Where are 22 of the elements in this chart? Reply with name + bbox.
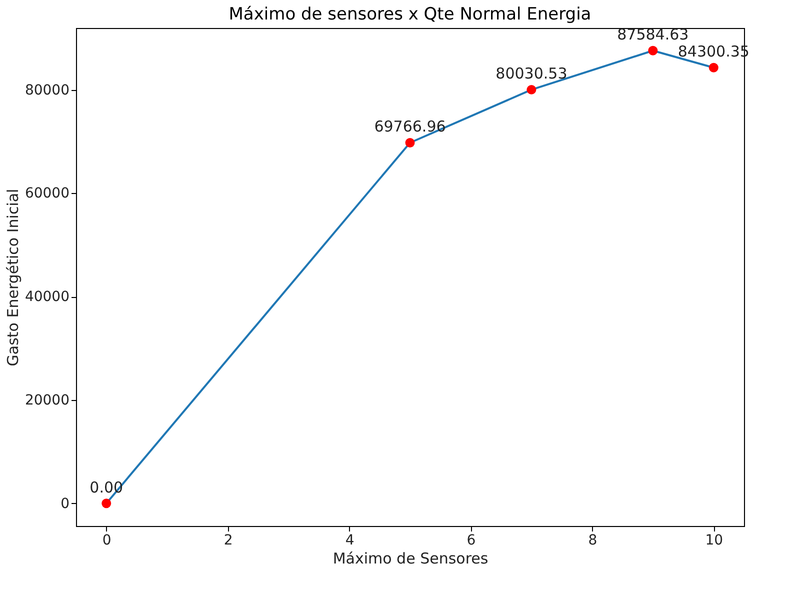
y-tick-label: 40000: [24, 289, 70, 306]
x-tick-label: 4: [345, 532, 354, 548]
point: [526, 84, 536, 94]
data-label: 80030.53: [496, 64, 568, 83]
x-axis-title: Máximo de Sensores: [332, 550, 488, 568]
x-tick-label: 2: [224, 532, 233, 548]
chart-title: Máximo de sensores x Qte Normal Energia: [228, 4, 592, 25]
point: [648, 46, 658, 56]
x-tick-label: 0: [102, 532, 112, 548]
y-tick-label: 0: [60, 496, 70, 512]
y-tick-label: 60000: [24, 186, 70, 202]
x-tick-label: 6: [466, 532, 476, 548]
x-tick-label: 10: [705, 532, 724, 548]
point: [102, 498, 112, 508]
point: [708, 62, 718, 72]
y-tick-label: 20000: [24, 392, 70, 408]
x-tick-label: 8: [588, 532, 598, 548]
y-axis-title: Gasto Energético Inicial: [4, 188, 22, 366]
point: [405, 138, 415, 148]
data-label: 69766.96: [374, 118, 446, 136]
data-label: 87584.63: [617, 26, 689, 44]
y-tick-label: 80000: [24, 82, 70, 98]
